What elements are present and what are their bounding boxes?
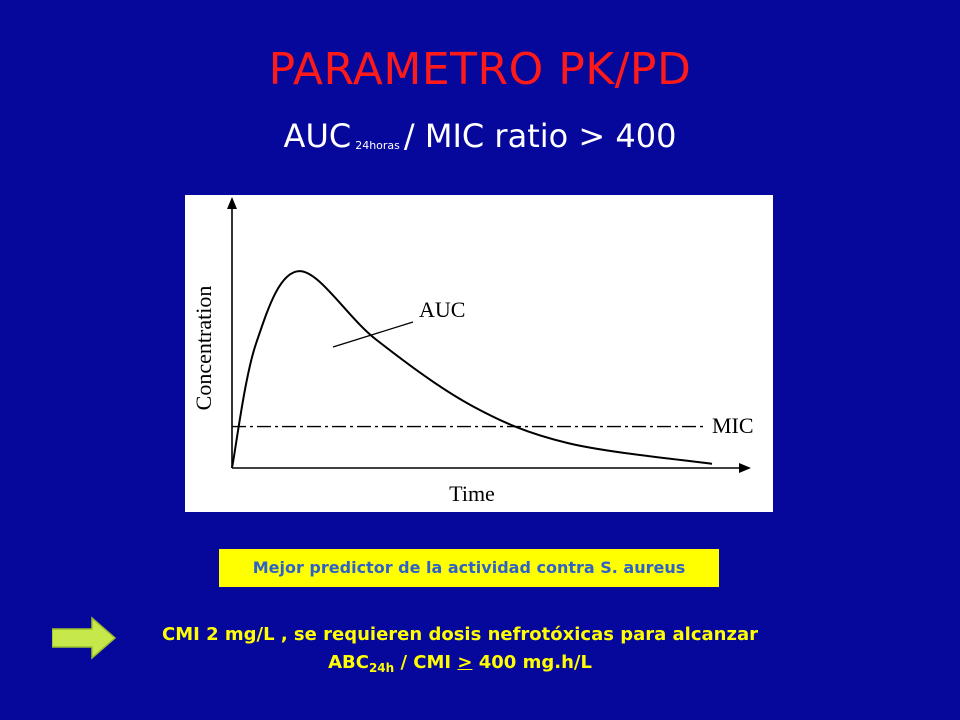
mic-annotation: MIC <box>712 413 754 438</box>
abc-subscript: 24h <box>368 661 395 675</box>
dose-note-line1: CMI 2 mg/L , se requieren dosis nefrotóx… <box>162 624 758 645</box>
slide-subtitle: AUC 24horas / MIC ratio > 400 <box>0 114 960 168</box>
x-axis-arrow-icon <box>739 463 751 473</box>
y-axis-label: Concentration <box>191 286 216 411</box>
auc-leader-line <box>332 321 414 348</box>
slide-title: PARAMETRO PK/PD <box>268 44 692 95</box>
dose-note: CMI 2 mg/L , se requieren dosis nefrotóx… <box>115 621 805 682</box>
right-arrow-icon <box>52 616 116 660</box>
subtitle-ratio: / MIC ratio > 400 <box>403 117 677 155</box>
auc-annotation: AUC <box>419 297 465 322</box>
y-axis-arrow-icon <box>227 197 237 209</box>
pk-chart: Time Concentration AUC MIC <box>185 195 773 512</box>
dose-note-line2: ABC24h / CMI > 400 mg.h/L <box>115 649 805 682</box>
cmi-label: / CMI <box>394 652 458 673</box>
concentration-curve-0 <box>231 270 713 469</box>
greater-equal-sign: > <box>457 652 473 673</box>
subtitle-subscript: 24horas <box>355 139 400 152</box>
pk-chart-svg: Time Concentration AUC MIC <box>191 197 754 506</box>
predictor-box: Mejor predictor de la actividad contra S… <box>219 549 719 587</box>
threshold-value: 400 mg.h/L <box>472 652 592 673</box>
x-axis-label: Time <box>449 481 495 506</box>
abc-label: ABC <box>328 652 369 673</box>
subtitle-auc: AUC <box>283 117 352 155</box>
